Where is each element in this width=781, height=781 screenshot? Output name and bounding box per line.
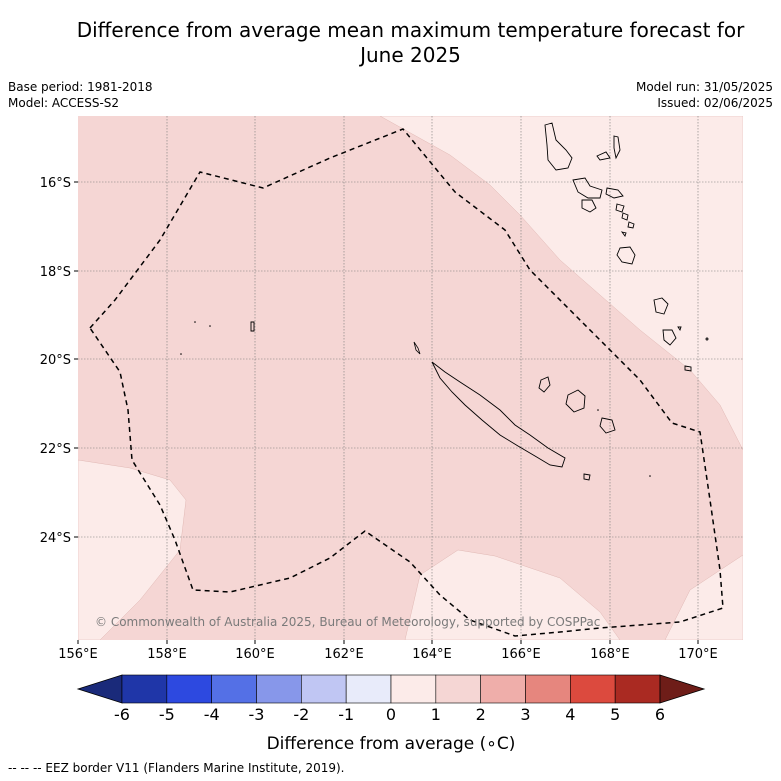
colorbar-cell [390, 674, 437, 704]
colorbar-cell [256, 674, 302, 704]
axis-ticks [74, 181, 699, 644]
eez-footnote: -- -- -- EEZ border V11 (Flanders Marine… [8, 761, 345, 775]
meta-left: Base period: 1981-2018 Model: ACCESS-S2 [8, 79, 153, 111]
lon-label: 168°E [590, 647, 630, 662]
islands-vanuatu [544, 122, 709, 372]
colorbar-tick-label: -5 [159, 705, 175, 724]
model-name: Model: ACCESS-S2 [8, 96, 120, 110]
colorbar-tick-label: 3 [520, 705, 530, 724]
colorbar-cell [211, 674, 257, 704]
lat-label: 24°S [40, 531, 71, 546]
colorbar [76, 674, 706, 704]
colorbar-cell [345, 674, 392, 704]
lon-label: 164°E [412, 647, 452, 662]
gridlines [78, 116, 743, 640]
lon-label: 162°E [324, 647, 364, 662]
issued-date: Issued: 02/06/2025 [657, 96, 773, 110]
islet-3 [180, 353, 182, 355]
lat-label: 16°S [40, 176, 71, 191]
anomaly-band-0-1-southeast [664, 554, 743, 640]
islet-5 [597, 409, 599, 411]
island-isle-of-pines [583, 473, 591, 481]
colorbar-cell [166, 674, 212, 704]
lat-labels: 16°S 18°S 20°S 22°S 24°S [40, 176, 71, 546]
lat-label: 22°S [40, 442, 71, 457]
island-mare [599, 417, 616, 434]
colorbar-cells [121, 674, 661, 704]
islet-1 [194, 321, 196, 323]
colorbar-tick-label: -1 [338, 705, 354, 724]
colorbar-tick-label: 2 [476, 705, 486, 724]
island-chesterfield [250, 321, 255, 332]
anomaly-band-0-1-northeast [379, 116, 743, 451]
base-period: Base period: 1981-2018 [8, 80, 153, 94]
chart-title: Difference from average mean maximum tem… [40, 18, 781, 68]
island-new-caledonia [431, 361, 566, 468]
map-area: © Commonwealth of Australia 2025, Bureau… [78, 116, 743, 640]
colorbar-tick-label: 4 [565, 705, 575, 724]
colorbar-cell [525, 674, 571, 704]
anomaly-band-0-1-southwest [78, 459, 187, 640]
title-line-1: Difference from average mean maximum tem… [76, 18, 745, 42]
island-ouvea [538, 376, 551, 393]
colorbar-cell [435, 674, 481, 704]
model-run: Model run: 31/05/2025 [635, 80, 773, 94]
lon-label: 156°E [58, 647, 98, 662]
lon-label: 158°E [147, 647, 187, 662]
colorbar-cell [301, 674, 347, 704]
colorbar-labels: -6 -5 -4 -3 -2 -1 0 1 2 3 4 5 6 [114, 705, 665, 724]
island-belep [413, 341, 421, 355]
colorbar-tick-label: 1 [431, 705, 441, 724]
anomaly-band-0-1-south [404, 549, 621, 640]
lon-labels: 156°E 158°E 160°E 162°E 164°E 166°E 168°… [58, 647, 718, 662]
island-lifou [565, 389, 586, 413]
title-line-2: June 2025 [360, 43, 461, 67]
colorbar-cell [570, 674, 616, 704]
colorbar-tick-label: -3 [249, 705, 265, 724]
colorbar-cell [121, 674, 168, 704]
lat-label: 18°S [40, 265, 71, 280]
colorbar-cell [480, 674, 526, 704]
lon-label: 170°E [678, 647, 718, 662]
colorbar-tick-label: 6 [655, 705, 665, 724]
lon-label: 166°E [501, 647, 541, 662]
copyright-notice: © Commonwealth of Australia 2025, Bureau… [95, 615, 600, 629]
islet-4 [649, 475, 651, 477]
colorbar-over-arrow [659, 674, 706, 704]
meta-right: Model run: 31/05/2025 Issued: 02/06/2025 [636, 79, 773, 111]
lon-label: 160°E [235, 647, 275, 662]
colorbar-tick-label: -2 [293, 705, 309, 724]
colorbar-title: Difference from average (∘C) [267, 734, 516, 754]
lat-label: 20°S [40, 353, 71, 368]
colorbar-tick-label: 5 [610, 705, 620, 724]
colorbar-tick-label: -6 [114, 705, 130, 724]
islet-2 [209, 325, 211, 327]
colorbar-tick-label: 0 [386, 705, 396, 724]
colorbar-under-arrow [76, 674, 123, 704]
colorbar-tick-label: -4 [204, 705, 220, 724]
eez-border [89, 128, 724, 637]
colorbar-cell [614, 674, 661, 704]
